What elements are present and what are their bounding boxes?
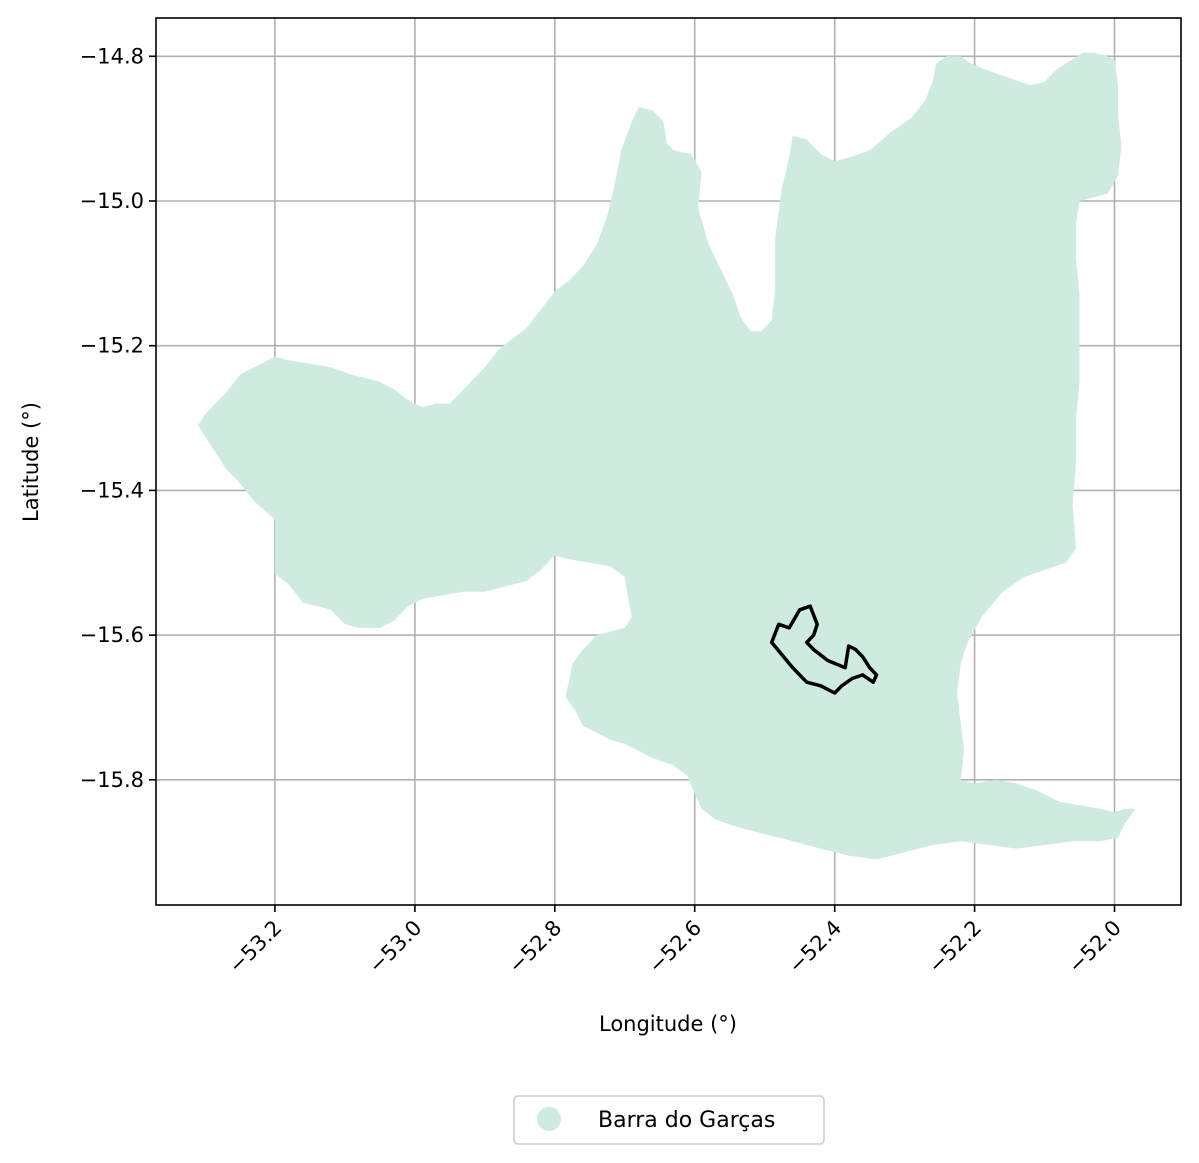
y-tick-label: −15.6 — [80, 623, 144, 647]
y-tick-label: −15.2 — [80, 334, 144, 358]
y-axis-title: Latitude (°) — [19, 402, 43, 522]
legend-label: Barra do Garças — [598, 1108, 775, 1133]
y-tick-label: −14.8 — [80, 44, 144, 68]
y-tick-label: −15.4 — [80, 478, 144, 502]
y-tick-label: −15.0 — [80, 189, 144, 213]
legend: Barra do Garças — [514, 1096, 824, 1144]
legend-marker-barra-do-garcas — [537, 1107, 561, 1131]
y-tick-label: −15.8 — [80, 768, 144, 792]
x-axis-title: Longitude (°) — [599, 1012, 737, 1036]
